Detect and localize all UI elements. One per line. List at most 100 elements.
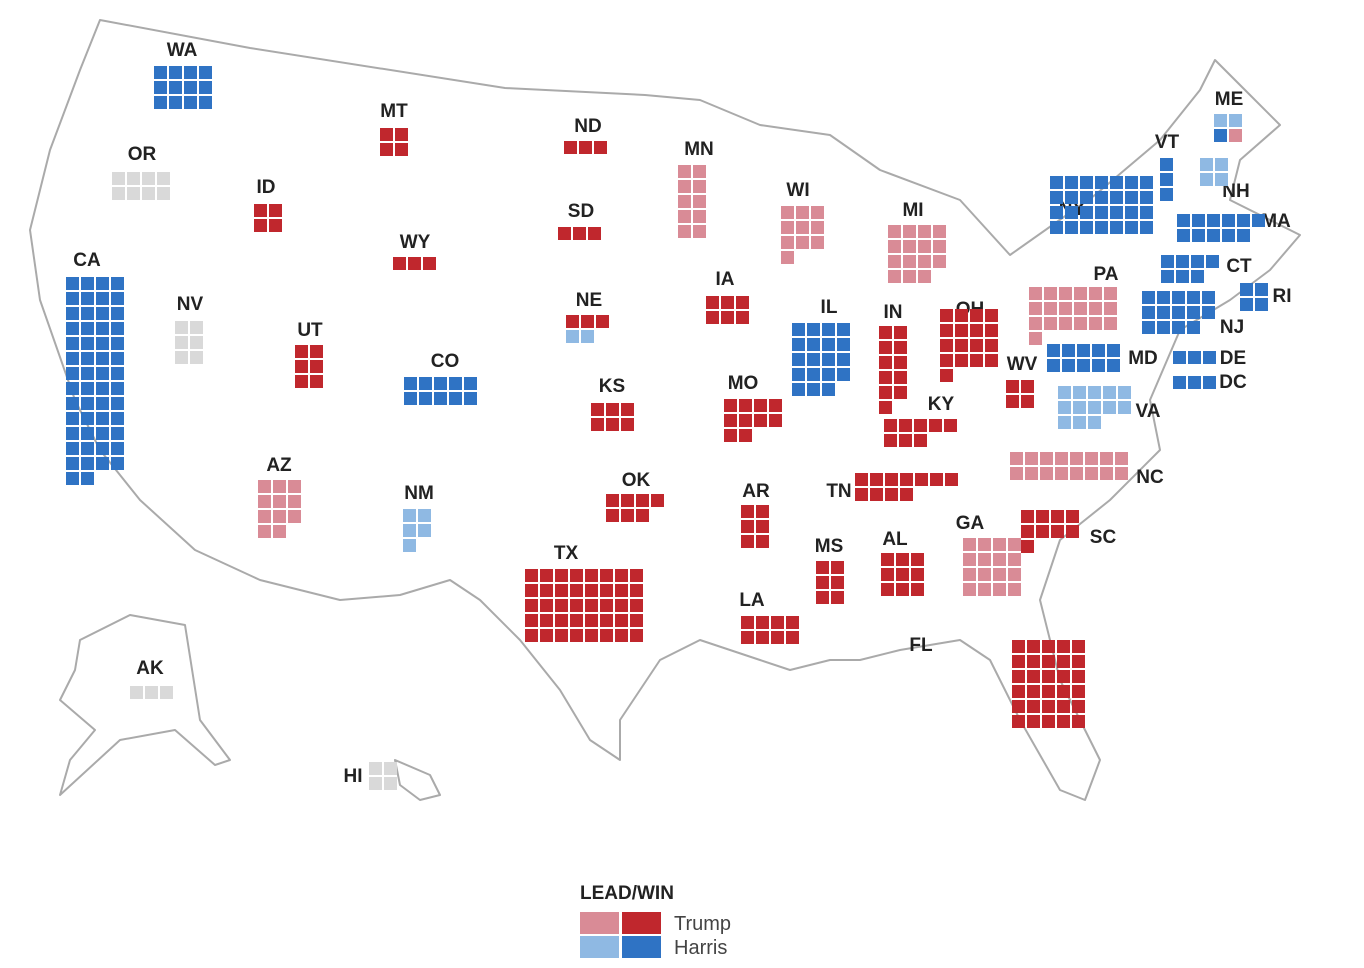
electoral-vote — [81, 322, 94, 335]
electoral-vote — [566, 315, 579, 328]
electoral-vote — [1008, 583, 1021, 596]
electoral-vote — [418, 524, 431, 537]
state-label: KY — [928, 394, 955, 415]
electoral-vote — [1161, 270, 1174, 283]
state: OR — [112, 144, 170, 200]
electoral-vote — [1044, 317, 1057, 330]
electoral-vote — [1047, 344, 1060, 357]
electoral-vote — [888, 270, 901, 283]
electoral-vote — [1125, 191, 1138, 204]
electoral-vote — [555, 599, 568, 612]
electoral-vote — [1021, 540, 1034, 553]
electoral-vote — [993, 568, 1006, 581]
electoral-vote — [600, 569, 613, 582]
electoral-vote — [963, 568, 976, 581]
electoral-vote — [112, 187, 125, 200]
state: TX — [525, 543, 643, 642]
state: OK — [606, 470, 664, 522]
electoral-vote — [796, 206, 809, 219]
electoral-vote — [970, 339, 983, 352]
state: NE — [566, 290, 609, 343]
state: WI — [781, 180, 824, 264]
electoral-vote — [295, 360, 308, 373]
electoral-vote — [199, 81, 212, 94]
state: VA — [1058, 386, 1161, 429]
electoral-vote — [884, 419, 897, 432]
electoral-vote — [756, 535, 769, 548]
electoral-vote — [792, 338, 805, 351]
electoral-vote — [831, 591, 844, 604]
electoral-vote — [1215, 158, 1228, 171]
electoral-vote — [464, 377, 477, 390]
electoral-vote — [1058, 401, 1071, 414]
electoral-vote — [1050, 221, 1063, 234]
electoral-vote — [1027, 670, 1040, 683]
electoral-vote — [540, 614, 553, 627]
electoral-vote — [741, 505, 754, 518]
state: DE — [1173, 348, 1246, 369]
state-label: MS — [815, 536, 844, 557]
electoral-vote — [600, 599, 613, 612]
electoral-vote — [81, 352, 94, 365]
electoral-vote — [615, 584, 628, 597]
electoral-vote — [837, 338, 850, 351]
electoral-vote — [899, 419, 912, 432]
electoral-vote — [564, 141, 577, 154]
electoral-vote — [1065, 191, 1078, 204]
electoral-vote — [615, 614, 628, 627]
electoral-vote — [1125, 221, 1138, 234]
electoral-vote — [822, 368, 835, 381]
electoral-vote — [1157, 306, 1170, 319]
electoral-vote — [81, 367, 94, 380]
electoral-vote — [781, 221, 794, 234]
electoral-vote — [525, 629, 538, 642]
electoral-vote — [1229, 114, 1242, 127]
electoral-vote — [888, 240, 901, 253]
electoral-vote — [81, 442, 94, 455]
electoral-vote — [1073, 401, 1086, 414]
electoral-vote — [807, 323, 820, 336]
electoral-vote — [822, 383, 835, 396]
electoral-vote — [606, 403, 619, 416]
electoral-vote — [588, 227, 601, 240]
electoral-vote — [1103, 386, 1116, 399]
electoral-vote — [1057, 655, 1070, 668]
electoral-vote — [940, 354, 953, 367]
electoral-vote — [1047, 359, 1060, 372]
electoral-vote — [1044, 287, 1057, 300]
electoral-vote — [1237, 214, 1250, 227]
electoral-vote — [621, 403, 634, 416]
electoral-vote — [1110, 221, 1123, 234]
state-label: FL — [909, 635, 933, 656]
electoral-vote — [985, 339, 998, 352]
state: AK — [130, 658, 173, 699]
electoral-vote — [81, 397, 94, 410]
electoral-vote — [1187, 306, 1200, 319]
state: NH — [1200, 158, 1250, 202]
state: TN — [826, 473, 958, 502]
electoral-vote — [1025, 452, 1038, 465]
electoral-vote — [404, 377, 417, 390]
electoral-vote — [157, 187, 170, 200]
electoral-vote — [615, 569, 628, 582]
electoral-vote — [585, 629, 598, 642]
state-label: VT — [1155, 132, 1180, 153]
electoral-vote — [594, 141, 607, 154]
state: CA — [66, 250, 124, 485]
state: IL — [792, 297, 850, 396]
electoral-vote — [1157, 321, 1170, 334]
electoral-vote — [1008, 538, 1021, 551]
electoral-vote — [985, 324, 998, 337]
electoral-vote — [1008, 568, 1021, 581]
electoral-vote — [1176, 270, 1189, 283]
state: WY — [393, 232, 436, 270]
state: CO — [404, 351, 477, 405]
electoral-vote — [903, 240, 916, 253]
electoral-vote — [1029, 332, 1042, 345]
electoral-vote — [978, 538, 991, 551]
electoral-vote — [1140, 221, 1153, 234]
state: GA — [956, 513, 1021, 596]
electoral-vote — [525, 584, 538, 597]
state: LA — [739, 590, 799, 644]
electoral-vote — [1012, 655, 1025, 668]
